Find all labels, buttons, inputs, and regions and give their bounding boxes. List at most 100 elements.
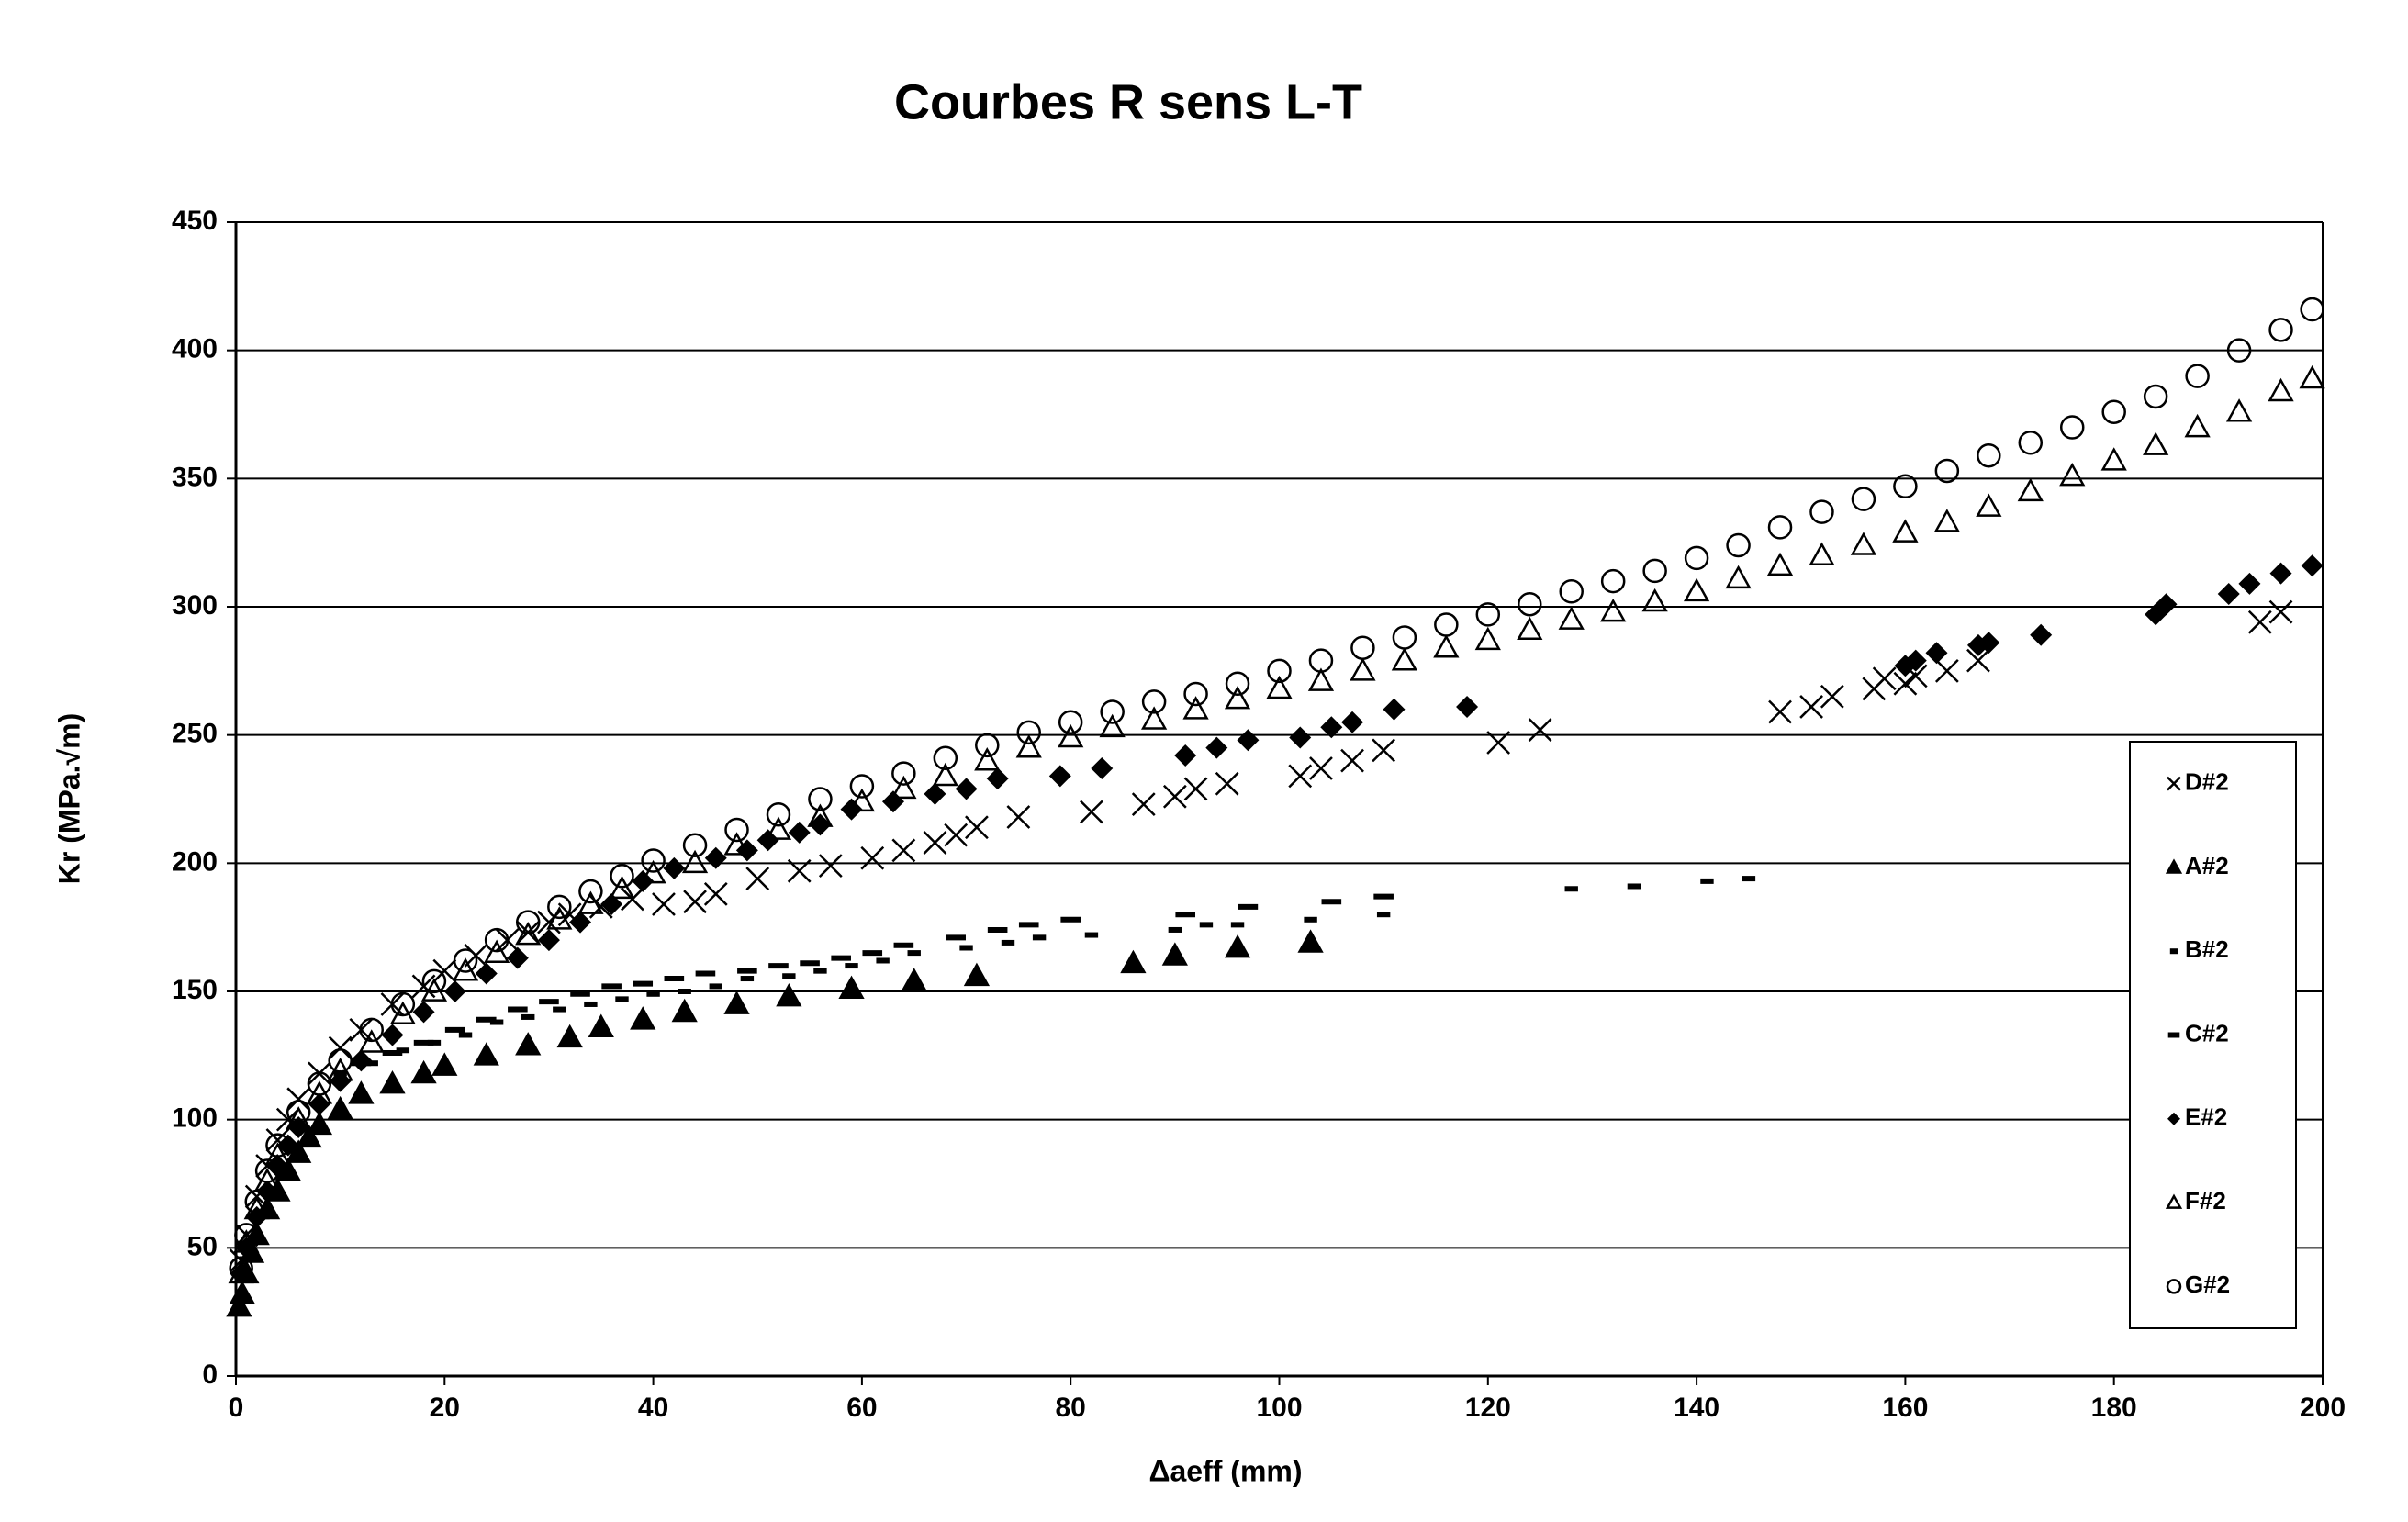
x-tick-label: 20 [430,1393,460,1423]
point [2103,450,2125,470]
series [230,601,2292,1272]
point [444,980,466,1002]
point [1091,757,1113,779]
point [663,857,685,879]
point [508,1007,528,1013]
point [1742,876,1755,881]
point [1205,737,1227,759]
point [330,1036,352,1058]
point [559,1026,581,1046]
point [1394,650,1416,670]
point [1769,554,1791,575]
point [1602,601,1624,621]
point [1085,933,1098,938]
point [1238,904,1259,910]
point [2103,401,2125,423]
point [1394,627,1416,649]
point [2249,611,2271,633]
point [1300,932,1322,952]
point [646,991,659,997]
y-tick-label: 250 [172,719,218,749]
point [1216,773,1238,795]
point [988,927,1008,933]
point [2270,601,2292,623]
point [1200,922,1213,927]
point [2145,386,2167,408]
point [1874,667,1896,689]
point [1728,567,1750,588]
point [2270,563,2292,585]
point [1936,660,1958,682]
x-tick-label: 40 [638,1393,668,1423]
point [908,950,921,956]
legend-label: F#2 [2185,1187,2226,1214]
point [330,1098,352,1118]
point [1628,883,1641,889]
point [1289,726,1311,748]
point [1644,590,1666,610]
point [538,929,560,951]
point [924,832,946,854]
point [820,855,842,877]
point [956,778,978,800]
point [894,943,914,948]
point [1081,800,1103,823]
x-tick-label: 120 [1465,1393,1511,1423]
point [1049,765,1071,787]
point [1602,570,1624,592]
point [987,767,1009,789]
point [959,946,972,951]
point [308,1114,330,1134]
point [1226,937,1249,957]
series [230,367,2324,1281]
point [876,957,889,963]
point [1977,444,1999,466]
y-tick-label: 400 [172,334,218,364]
point [584,1002,597,1007]
point [521,1014,534,1020]
point [445,1027,465,1033]
point [1164,786,1186,808]
point [2270,319,2292,341]
x-tick-label: 0 [229,1393,244,1423]
y-tick-label: 450 [172,206,218,236]
x-tick-label: 180 [2091,1393,2137,1423]
point [768,963,789,968]
point [1821,686,1843,708]
point [1810,544,1832,565]
point [1853,534,1875,554]
point [2145,434,2167,454]
legend-label: E#2 [2185,1103,2227,1131]
y-tick-label: 200 [172,846,218,877]
point [1529,719,1551,741]
point [1322,899,1342,904]
point [570,991,590,997]
point [1174,744,1196,767]
point [433,1055,455,1075]
point [2270,380,2292,400]
point [1518,619,1540,639]
point [2187,365,2209,387]
point [705,847,727,869]
point [1894,521,1916,542]
point [1007,806,1029,828]
point [800,960,820,966]
y-axis-label: Kr (MPa.√m) [52,713,85,884]
point [1853,488,1875,510]
point [741,976,754,981]
point [517,1035,539,1055]
point [674,1001,696,1021]
point [903,970,925,990]
legend-label: G#2 [2185,1270,2230,1298]
point [678,989,690,994]
point [1373,894,1394,900]
point [653,893,675,915]
series [333,876,1755,1076]
point [1033,934,1046,940]
point [2302,554,2324,576]
point [1164,945,1186,965]
point [2302,367,2324,387]
point [1383,699,1406,721]
point [1477,629,1499,649]
